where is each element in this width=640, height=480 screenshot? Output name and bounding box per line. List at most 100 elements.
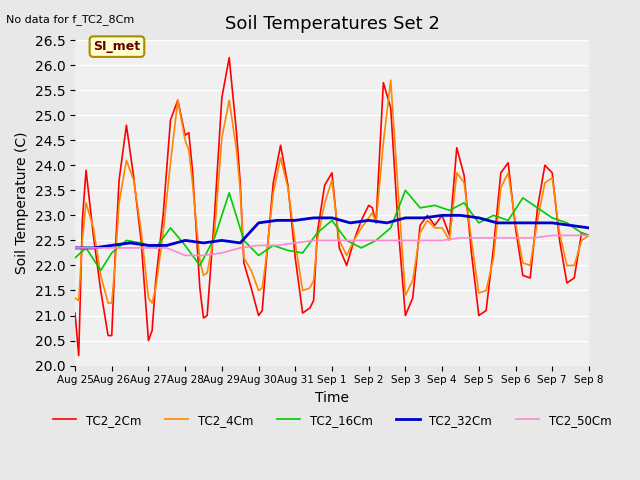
Line: TC2_2Cm: TC2_2Cm [75, 58, 589, 356]
TC2_32Cm [567, 223, 575, 228]
TC2_50Cm [181, 252, 189, 258]
TC2_16Cm [328, 217, 336, 223]
Line: TC2_16Cm: TC2_16Cm [75, 191, 589, 270]
TC2_32Cm [126, 240, 134, 246]
TC2_32Cm [310, 215, 317, 221]
TC2_32Cm [383, 220, 391, 226]
X-axis label: Time: Time [315, 391, 349, 405]
TC2_4Cm [104, 300, 112, 306]
TC2_50Cm [383, 238, 391, 243]
TC2_50Cm [71, 245, 79, 251]
TC2_16Cm [137, 240, 145, 246]
TC2_16Cm [166, 225, 174, 231]
TC2_4Cm [445, 238, 453, 243]
TC2_50Cm [585, 232, 593, 238]
TC2_16Cm [314, 230, 321, 236]
TC2_32Cm [548, 220, 556, 226]
TC2_2Cm [585, 232, 593, 238]
TC2_32Cm [365, 217, 372, 223]
TC2_32Cm [108, 242, 116, 248]
TC2_16Cm [196, 263, 204, 268]
TC2_50Cm [310, 238, 317, 243]
TC2_16Cm [445, 207, 453, 213]
TC2_32Cm [255, 220, 262, 226]
TC2_50Cm [401, 238, 409, 243]
TC2_50Cm [108, 245, 116, 251]
TC2_2Cm [75, 353, 83, 359]
TC2_32Cm [273, 217, 281, 223]
Line: TC2_50Cm: TC2_50Cm [75, 235, 589, 255]
TC2_16Cm [519, 195, 527, 201]
TC2_50Cm [255, 242, 262, 248]
TC2_32Cm [291, 217, 299, 223]
TC2_4Cm [585, 232, 593, 238]
TC2_50Cm [236, 245, 244, 251]
TC2_2Cm [519, 273, 527, 278]
Title: Soil Temperatures Set 2: Soil Temperatures Set 2 [225, 15, 440, 33]
TC2_50Cm [218, 250, 226, 256]
TC2_32Cm [71, 245, 79, 251]
TC2_4Cm [490, 255, 497, 261]
Text: SI_met: SI_met [93, 40, 141, 53]
TC2_16Cm [460, 200, 468, 206]
TC2_2Cm [380, 80, 387, 85]
TC2_50Cm [328, 238, 336, 243]
TC2_32Cm [163, 242, 171, 248]
TC2_16Cm [181, 242, 189, 248]
TC2_16Cm [123, 238, 131, 243]
TC2_16Cm [240, 238, 248, 243]
TC2_32Cm [181, 238, 189, 243]
Y-axis label: Soil Temperature (C): Soil Temperature (C) [15, 132, 29, 274]
TC2_2Cm [225, 55, 233, 60]
TC2_50Cm [420, 238, 428, 243]
TC2_2Cm [541, 162, 548, 168]
TC2_50Cm [291, 240, 299, 246]
TC2_16Cm [401, 188, 409, 193]
TC2_50Cm [548, 232, 556, 238]
TC2_32Cm [475, 215, 483, 221]
TC2_16Cm [534, 205, 541, 211]
TC2_16Cm [82, 245, 90, 251]
Text: No data for f_TC2_8Cm: No data for f_TC2_8Cm [6, 14, 134, 25]
TC2_2Cm [445, 232, 453, 238]
TC2_16Cm [225, 190, 233, 196]
TC2_50Cm [365, 238, 372, 243]
TC2_32Cm [90, 245, 97, 251]
TC2_16Cm [585, 232, 593, 238]
TC2_16Cm [152, 245, 159, 251]
TC2_50Cm [126, 245, 134, 251]
TC2_50Cm [145, 245, 152, 251]
TC2_16Cm [372, 238, 380, 243]
TC2_32Cm [438, 213, 446, 218]
TC2_32Cm [585, 225, 593, 231]
TC2_16Cm [490, 213, 497, 218]
TC2_32Cm [200, 240, 207, 246]
TC2_32Cm [218, 238, 226, 243]
TC2_32Cm [328, 215, 336, 221]
TC2_50Cm [163, 245, 171, 251]
TC2_4Cm [541, 180, 548, 186]
TC2_32Cm [493, 220, 501, 226]
TC2_50Cm [346, 238, 354, 243]
TC2_16Cm [387, 225, 394, 231]
TC2_32Cm [346, 220, 354, 226]
TC2_16Cm [211, 235, 218, 241]
TC2_16Cm [343, 238, 351, 243]
TC2_16Cm [299, 250, 307, 256]
Legend: TC2_2Cm, TC2_4Cm, TC2_16Cm, TC2_32Cm, TC2_50Cm: TC2_2Cm, TC2_4Cm, TC2_16Cm, TC2_32Cm, TC… [48, 409, 616, 432]
TC2_50Cm [530, 235, 538, 241]
TC2_2Cm [343, 263, 351, 268]
Line: TC2_32Cm: TC2_32Cm [75, 216, 589, 248]
TC2_4Cm [335, 238, 343, 243]
TC2_32Cm [401, 215, 409, 221]
TC2_16Cm [548, 215, 556, 221]
TC2_4Cm [519, 260, 527, 266]
TC2_16Cm [71, 255, 79, 261]
TC2_50Cm [456, 235, 464, 241]
TC2_32Cm [530, 220, 538, 226]
TC2_16Cm [269, 242, 277, 248]
TC2_16Cm [284, 248, 292, 253]
TC2_32Cm [420, 215, 428, 221]
TC2_50Cm [90, 245, 97, 251]
TC2_16Cm [416, 205, 424, 211]
